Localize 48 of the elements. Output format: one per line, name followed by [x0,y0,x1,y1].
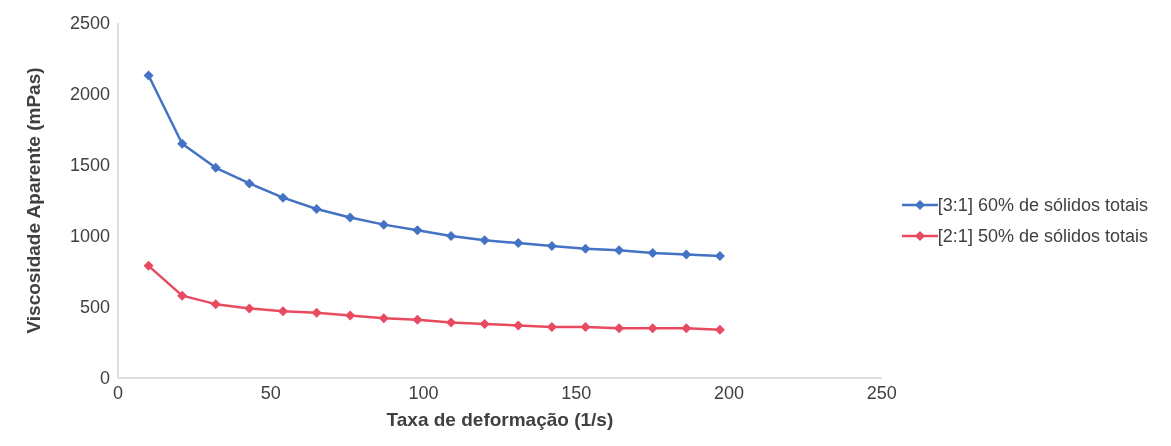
point [479,319,490,330]
point [210,299,221,310]
point [479,235,490,246]
point [412,225,423,236]
point [681,323,692,334]
x-tick-label: 150 [561,382,592,403]
point [647,323,658,334]
point [277,192,288,203]
point [446,231,457,241]
x-tick-label: 50 [260,382,281,403]
point [311,204,322,215]
legend-label: [2:1] 50% de sólidos totais [937,225,1148,247]
point [580,243,591,254]
point [345,212,356,223]
point [580,321,591,332]
point [681,249,692,260]
x-tick-label: 0 [112,382,124,403]
point [446,317,457,328]
point [244,303,255,314]
point [546,240,557,251]
y-tick-label: 1500 [69,155,110,176]
x-axis-title: Taxa de deformação (1/s) [386,409,614,431]
legend-label: [3:1] 60% de sólidos totais [937,194,1148,216]
y-tick-label: 2500 [69,13,110,34]
point [177,290,188,301]
point [345,310,356,321]
point [714,324,725,335]
point [210,162,221,173]
point [513,238,524,249]
point [378,219,389,230]
point [244,178,255,189]
point [647,248,658,259]
point [378,313,389,324]
point [311,307,322,318]
point [412,314,423,325]
y-tick-label: 0 [99,368,110,389]
y-axis-title: Viscosidade Aparente (mPas) [22,67,44,334]
y-tick-label: 2000 [69,84,110,105]
point [143,70,154,81]
point [143,260,154,271]
point [513,320,524,331]
y-tick-label: 1000 [69,226,110,247]
x-tick-label: 200 [714,382,745,403]
x-tick-label: 100 [408,382,439,403]
point [614,245,625,256]
y-tick-label: 500 [79,297,110,318]
point [177,138,188,149]
x-tick-label: 250 [866,382,897,403]
